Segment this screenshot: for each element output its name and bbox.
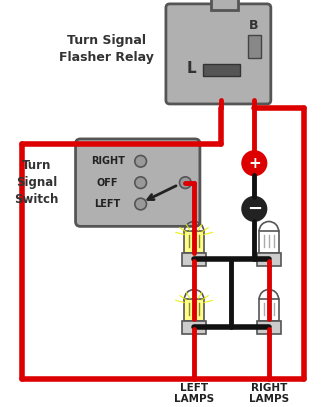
Bar: [184, 231, 204, 253]
Text: RIGHT: RIGHT: [91, 156, 124, 166]
Bar: [257, 253, 280, 266]
Text: OFF: OFF: [97, 177, 118, 188]
Circle shape: [243, 197, 266, 221]
Text: Turn
Signal
Switch: Turn Signal Switch: [15, 159, 59, 206]
Bar: [182, 253, 206, 266]
Circle shape: [135, 177, 147, 188]
Text: +: +: [248, 156, 261, 171]
Bar: [182, 321, 206, 334]
FancyBboxPatch shape: [166, 4, 271, 104]
Circle shape: [243, 151, 266, 175]
FancyBboxPatch shape: [75, 139, 200, 226]
Bar: [211, 0, 238, 10]
Bar: [248, 35, 261, 58]
Bar: [259, 231, 279, 253]
Circle shape: [135, 155, 147, 167]
Text: LEFT: LEFT: [95, 199, 121, 209]
Text: −: −: [247, 200, 262, 218]
Bar: [257, 321, 280, 334]
Circle shape: [179, 177, 191, 188]
Text: RIGHT
LAMPS: RIGHT LAMPS: [249, 383, 289, 405]
Bar: [259, 299, 279, 321]
Text: LEFT
LAMPS: LEFT LAMPS: [174, 383, 214, 405]
Text: Turn Signal
Flasher Relay: Turn Signal Flasher Relay: [59, 33, 154, 63]
Bar: [184, 299, 204, 321]
Text: B: B: [249, 19, 258, 32]
Bar: [203, 64, 240, 76]
Text: L: L: [186, 61, 196, 76]
Circle shape: [135, 198, 147, 210]
